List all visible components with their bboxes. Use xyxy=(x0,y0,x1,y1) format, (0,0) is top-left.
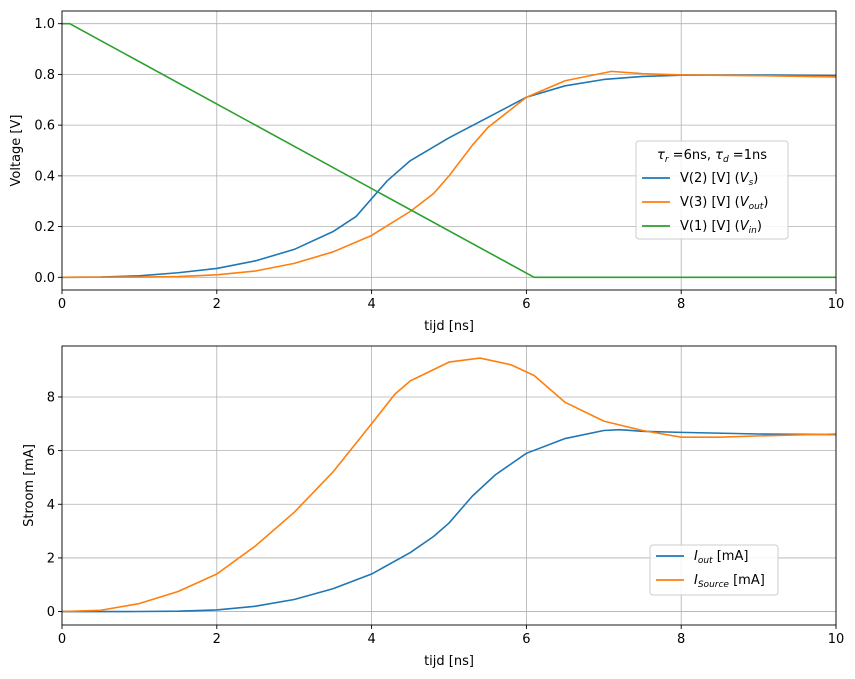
series-line-3 xyxy=(62,22,836,279)
legend-entry-2: V(3) [V] (Vout) xyxy=(680,195,768,212)
y-tick-label: 8 xyxy=(47,390,55,405)
series-line-1 xyxy=(61,428,837,613)
legend-box xyxy=(635,140,789,240)
legend-box xyxy=(649,544,779,596)
y-tick-label: 0.0 xyxy=(34,271,55,286)
y-tick-label: 0.6 xyxy=(34,119,55,134)
x-tick-label: 10 xyxy=(828,297,845,312)
axes-frame xyxy=(61,10,837,291)
x-tick-label: 10 xyxy=(828,632,845,647)
legend-entry-2: ISource [mA] xyxy=(694,573,765,590)
y-tick-label: 0.4 xyxy=(34,169,55,184)
x-tick-label: 6 xyxy=(522,632,530,647)
x-tick-label: 0 xyxy=(58,632,66,647)
legend: Iout [mA] ISource [mA] xyxy=(649,544,779,596)
plot-panel-2: 0 2 4 6 8 10 0 2 4 6 8 tijd [ns] Stroom [mA] Iout [mA… xyxy=(22,345,845,669)
axes-frame xyxy=(61,345,837,626)
y-tick-label: 0.2 xyxy=(34,220,55,235)
series-line-2 xyxy=(61,70,837,279)
series-line-2 xyxy=(61,357,837,613)
y-tick-label: 6 xyxy=(47,444,55,459)
y-axis-label: Stroom [mA] xyxy=(22,444,37,527)
y-tick-label: 2 xyxy=(47,551,55,566)
x-tick-label: 8 xyxy=(677,297,685,312)
x-axis-label: tijd [ns] xyxy=(424,654,474,669)
series-line-1 xyxy=(61,74,837,279)
x-tick-label: 2 xyxy=(213,632,221,647)
x-tick-label: 6 xyxy=(522,297,530,312)
plot-panel-1: 0 2 4 6 8 10 0.0 0.2 0.4 0.6 0.8 1.0 tijd [ns] Voltag… xyxy=(9,10,845,334)
y-axis-label: Voltage [V] xyxy=(9,115,24,187)
legend-entry-3: V(1) [V] (Vin) xyxy=(680,219,762,236)
x-tick-label: 0 xyxy=(58,297,66,312)
y-tick-label: 0 xyxy=(47,605,55,620)
x-tick-label: 8 xyxy=(677,632,685,647)
y-tick-label: 4 xyxy=(47,498,55,513)
x-tick-label: 4 xyxy=(367,632,375,647)
legend: τr =6ns, τd =1ns V(2) [V] (Vs) V(3) [V] (V… xyxy=(635,140,789,240)
x-tick-label: 4 xyxy=(367,297,375,312)
y-tick-label: 1.0 xyxy=(34,17,55,32)
legend-entry-1: Iout [mA] xyxy=(694,549,748,566)
legend-title: τr =6ns, τd =1ns xyxy=(657,148,767,165)
y-tick-label: 0.8 xyxy=(34,68,55,83)
x-axis-label: tijd [ns] xyxy=(424,319,474,334)
x-tick-label: 2 xyxy=(213,297,221,312)
legend-entry-1: V(2) [V] (Vs) xyxy=(680,171,758,188)
